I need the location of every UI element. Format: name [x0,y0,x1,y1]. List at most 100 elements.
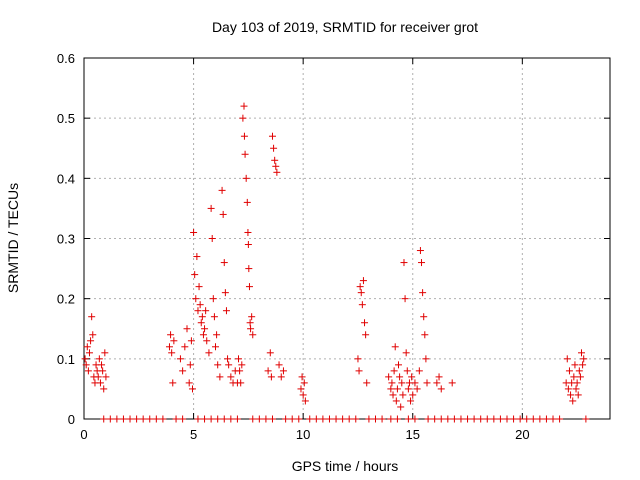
data-point [516,415,524,423]
data-point [575,367,583,375]
data-point [355,367,363,375]
data-point [312,415,320,423]
data-point [242,174,250,182]
data-point [202,307,210,315]
data-point [187,337,195,345]
x-tick-label: 10 [296,427,310,442]
data-point [299,391,307,399]
data-point [510,415,518,423]
data-point [580,355,588,363]
data-point [413,385,421,393]
data-point [437,415,445,423]
data-point [220,259,228,267]
data-point [224,355,232,363]
data-point [244,228,252,236]
data-point [271,156,279,164]
data-point [339,415,347,423]
data-point [422,355,430,363]
data-point [356,283,364,291]
data-point [221,289,229,297]
data-point [536,415,544,423]
data-point [572,385,580,393]
data-point [216,373,224,381]
data-point [378,415,386,423]
data-point [249,415,257,423]
data-point [183,325,191,333]
data-point [332,415,340,423]
data-point [214,361,222,369]
data-point [402,349,410,357]
data-point [268,132,276,140]
data-point [357,289,365,297]
data-point [179,415,187,423]
data-point [407,397,415,405]
data-point [272,162,280,170]
data-point [354,355,362,363]
data-point [301,397,309,405]
data-point [82,361,90,369]
data-point [523,415,531,423]
data-point [431,415,439,423]
data-point [238,361,246,369]
data-point [139,415,147,423]
data-point [198,313,206,321]
data-point [385,373,393,381]
data-point [464,415,472,423]
data-point [444,415,452,423]
data-point [295,415,303,423]
data-point [249,331,257,339]
y-tick-label: 0.3 [57,232,75,247]
data-point [194,415,202,423]
data-point [222,307,230,315]
data-point [176,355,184,363]
data-point [83,343,91,351]
data-point [275,361,283,369]
data-point [399,391,407,399]
data-point [457,415,465,423]
data-point [168,349,176,357]
data-point [421,331,429,339]
data-point [401,295,409,303]
data-point [119,415,127,423]
data-point [579,361,587,369]
data-point [212,343,219,351]
data-point [100,385,108,393]
data-point [420,313,428,321]
data-point [563,355,571,363]
data-point [88,313,96,321]
data-point [245,265,253,273]
axis-ticks: 0 0.1 0.2 0.3 0.4 0.5 0.6 0 5 10 15 20 [57,51,610,442]
x-tick-label: 5 [190,427,197,442]
data-point [371,415,379,423]
data-point [85,349,93,357]
data-point [282,415,290,423]
data-point [582,415,590,423]
data-point [201,325,209,333]
data-point [207,415,215,423]
data-point [233,415,241,423]
data-point [84,367,92,375]
data-point [567,391,575,399]
data-point [102,373,110,381]
data-point [297,385,305,393]
data-point [96,379,104,387]
data-point [267,373,275,381]
data-point [240,102,248,110]
data-point [409,391,417,399]
data-point [437,385,445,393]
grid-lines [84,58,610,419]
data-point [218,186,226,194]
data-point [192,295,200,303]
data-point [246,319,254,327]
data-point [188,385,196,393]
y-tick-label: 0.5 [57,111,75,126]
data-point [165,343,173,351]
data-point [235,355,243,363]
data-point [186,361,194,369]
data-point [365,415,373,423]
data-point [404,415,412,423]
data-point [179,367,187,375]
data-point [573,379,581,387]
data-point [279,367,287,375]
